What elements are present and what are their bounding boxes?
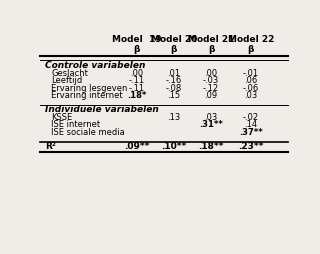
Text: -.06: -.06 [243, 84, 259, 93]
Text: Model 21: Model 21 [188, 35, 234, 44]
Text: -.03: -.03 [203, 76, 219, 85]
Text: .09: .09 [204, 91, 218, 100]
Text: -.16: -.16 [166, 76, 182, 85]
Text: β: β [133, 44, 140, 54]
Text: β: β [208, 44, 214, 54]
Text: ISE sociale media: ISE sociale media [51, 128, 125, 137]
Text: ISE internet: ISE internet [51, 120, 100, 130]
Text: .06: .06 [244, 76, 257, 85]
Text: .03: .03 [244, 91, 257, 100]
Text: .03: .03 [204, 113, 218, 122]
Text: .01: .01 [167, 69, 180, 78]
Text: Controle variabelen: Controle variabelen [45, 61, 145, 70]
Text: .37**: .37** [239, 128, 263, 137]
Text: .18**: .18** [198, 142, 224, 151]
Text: Ervaring lesgeven: Ervaring lesgeven [51, 84, 128, 93]
Text: .00: .00 [130, 69, 143, 78]
Text: -.12: -.12 [203, 84, 219, 93]
Text: KSSE: KSSE [51, 113, 72, 122]
Text: .31**: .31** [199, 120, 223, 130]
Text: Ervaring internet: Ervaring internet [51, 91, 123, 100]
Text: -.11: -.11 [129, 84, 145, 93]
Text: .10**: .10** [161, 142, 187, 151]
Text: Model  19: Model 19 [112, 35, 162, 44]
Text: -.02: -.02 [243, 113, 259, 122]
Text: .23**: .23** [238, 142, 263, 151]
Text: .13: .13 [167, 113, 180, 122]
Text: Model 22: Model 22 [228, 35, 274, 44]
Text: -.11: -.11 [129, 76, 145, 85]
Text: R²: R² [45, 142, 56, 151]
Text: .09**: .09** [124, 142, 149, 151]
Text: β: β [248, 44, 254, 54]
Text: β: β [171, 44, 177, 54]
Text: -.08: -.08 [166, 84, 182, 93]
Text: Geslacht: Geslacht [51, 69, 88, 78]
Text: .00: .00 [204, 69, 218, 78]
Text: Leeftijd: Leeftijd [51, 76, 83, 85]
Text: Individuele variabelen: Individuele variabelen [45, 105, 159, 114]
Text: Model 20: Model 20 [151, 35, 197, 44]
Text: .18*: .18* [127, 91, 147, 100]
Text: -.01: -.01 [243, 69, 259, 78]
Text: .14: .14 [244, 120, 257, 130]
Text: .15: .15 [167, 91, 180, 100]
